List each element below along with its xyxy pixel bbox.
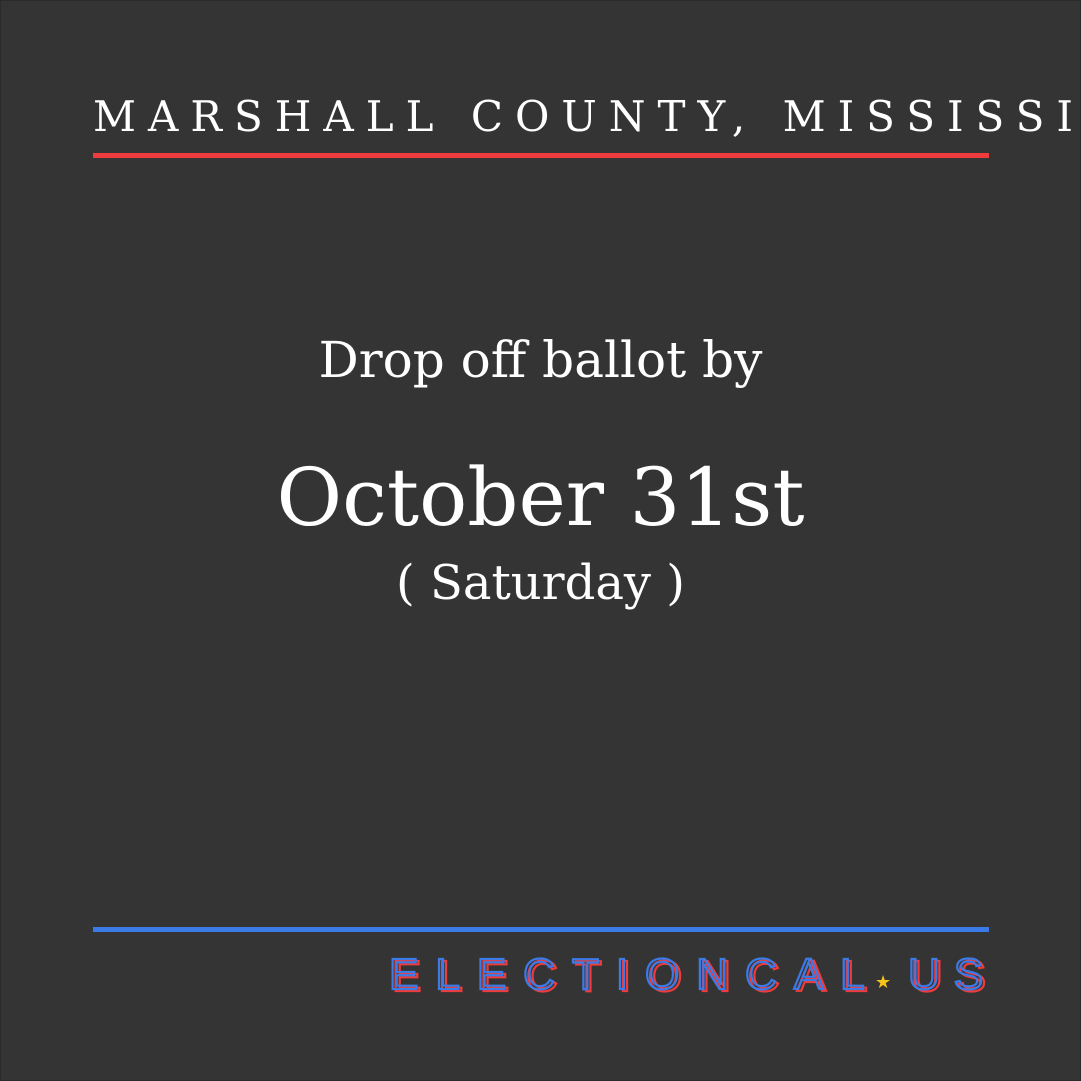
brand-tld-outline-red: US (911, 952, 989, 998)
brand-logo: ELECTIONCAL ELECTIONCAL ★ US US (389, 948, 989, 998)
brand-name-outline-blue: ELECTIONCAL (389, 950, 882, 998)
deadline-date: October 31st (276, 451, 805, 544)
brand-name-outline-red: ELECTIONCAL (392, 952, 885, 998)
star-icon: ★ (875, 972, 891, 992)
county-title: MARSHALL COUNTY, MISSISSIPPI (93, 92, 1081, 141)
red-divider (93, 153, 989, 158)
brand-tld-outline-blue: US (908, 950, 989, 998)
lead-text: Drop off ballot by (318, 331, 763, 389)
brand-wordmark: ELECTIONCAL ELECTIONCAL ★ US US (389, 949, 989, 998)
blue-divider (93, 927, 989, 932)
deadline-weekday: ( Saturday ) (395, 555, 686, 611)
